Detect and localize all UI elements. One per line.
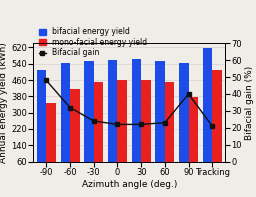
Bar — [165, 82, 174, 174]
Y-axis label: Annual energy yield (kWh): Annual energy yield (kWh) — [0, 42, 8, 163]
Bar — [141, 80, 151, 174]
Bar — [179, 63, 188, 174]
Bar — [203, 48, 212, 174]
Bar — [118, 80, 127, 174]
Bar — [60, 63, 70, 174]
Bar — [84, 61, 94, 174]
Bar — [132, 59, 141, 174]
X-axis label: Azimuth angle (deg.): Azimuth angle (deg.) — [82, 180, 177, 189]
Y-axis label: Bifacial gain (%): Bifacial gain (%) — [245, 65, 254, 139]
Bar — [212, 70, 222, 174]
Bar — [188, 97, 198, 174]
Legend: bifacial energy yield, mono-facial energy yield, Bifacial gain: bifacial energy yield, mono-facial energ… — [37, 26, 149, 59]
Bar — [155, 61, 165, 174]
Bar — [46, 103, 56, 174]
Bar — [37, 70, 46, 174]
Bar — [94, 82, 103, 174]
Bar — [108, 60, 118, 174]
Bar — [70, 89, 80, 174]
